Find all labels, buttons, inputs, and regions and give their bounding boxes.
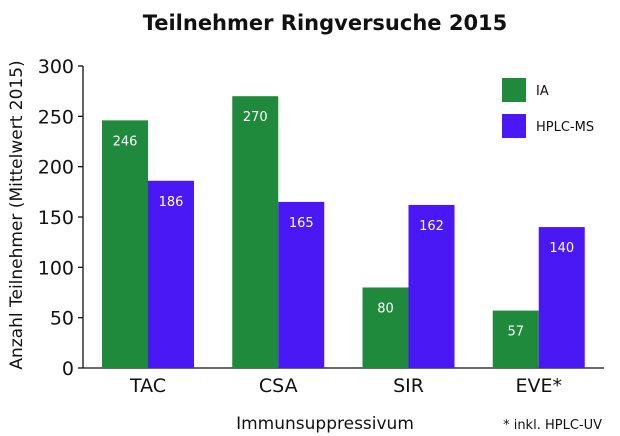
footnote: * inkl. HPLC-UV bbox=[503, 418, 602, 433]
y-tick-label: 100 bbox=[38, 257, 74, 279]
x-tick-label: EVE* bbox=[515, 375, 562, 397]
axes: 0 50 100 150 200 250 300 TAC CSA SIR EVE* bbox=[38, 56, 604, 397]
chart-title: Teilnehmer Ringversuche 2015 bbox=[143, 11, 508, 35]
bar-value-label: 162 bbox=[419, 219, 444, 234]
bar-ia-eve bbox=[492, 310, 539, 368]
bar-hplc-ms-sir bbox=[408, 204, 455, 368]
bar-value-label: 246 bbox=[113, 134, 138, 149]
y-tick-label: 50 bbox=[50, 308, 74, 330]
y-tick-label: 200 bbox=[38, 157, 74, 179]
legend-swatch bbox=[502, 78, 526, 102]
x-tick-label: CSA bbox=[259, 375, 298, 397]
bar-value-label: 57 bbox=[507, 325, 524, 340]
legend: IA HPLC-MS bbox=[502, 78, 594, 138]
y-tick-label: 250 bbox=[38, 106, 74, 128]
bar-value-label: 165 bbox=[289, 216, 314, 231]
bar-ia-sir bbox=[362, 287, 409, 368]
bar-value-label: 270 bbox=[243, 110, 268, 125]
y-tick-label: 300 bbox=[38, 56, 74, 78]
x-axis-label: Immunsuppressivum bbox=[236, 414, 414, 434]
y-axis-label: Anzahl Teilnehmer (Mittelwert 2015) bbox=[7, 60, 27, 369]
bars-group: 246 186 270 165 80 162 57 140 bbox=[102, 96, 585, 368]
bar-hplc-ms-eve bbox=[538, 227, 585, 368]
bar-hplc-ms-tac bbox=[148, 180, 194, 368]
x-tick-label: SIR bbox=[393, 375, 424, 397]
legend-label: IA bbox=[536, 84, 549, 99]
bar-ia-csa bbox=[232, 96, 279, 368]
bar-value-label: 186 bbox=[159, 195, 184, 210]
y-tick-label: 150 bbox=[38, 207, 74, 229]
legend-label: HPLC-MS bbox=[536, 120, 594, 135]
bar-value-label: 80 bbox=[377, 301, 394, 316]
bar-hplc-ms-csa bbox=[278, 201, 325, 368]
bar-value-label: 140 bbox=[549, 241, 574, 256]
legend-swatch bbox=[502, 114, 526, 138]
bar-ia-tac bbox=[102, 120, 148, 368]
y-tick-label: 0 bbox=[62, 358, 74, 380]
x-tick-label: TAC bbox=[129, 375, 166, 397]
